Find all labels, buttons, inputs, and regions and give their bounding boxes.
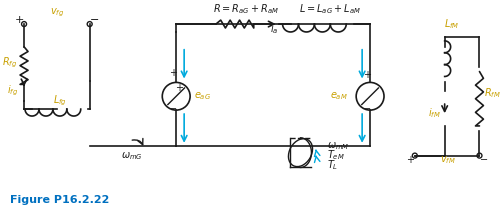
Text: −: − [363, 104, 371, 114]
Text: +: + [406, 155, 414, 164]
Text: $v_{fM}$: $v_{fM}$ [440, 155, 456, 166]
Text: +: + [169, 68, 177, 79]
Text: $i_{fM}$: $i_{fM}$ [429, 106, 441, 120]
Text: −: − [480, 155, 488, 164]
Text: $T_{eM}$: $T_{eM}$ [327, 148, 345, 162]
Text: $\omega_{mM}$: $\omega_{mM}$ [327, 141, 350, 152]
Text: $i_a$: $i_a$ [271, 22, 279, 36]
Text: −: − [169, 104, 177, 114]
Text: $i_{fg}$: $i_{fg}$ [7, 84, 18, 98]
Text: $T_L$: $T_L$ [327, 159, 339, 172]
Text: +: + [15, 15, 24, 25]
Text: $R_{fg}$: $R_{fg}$ [2, 56, 17, 70]
Text: $L = L_{aG} + L_{aM}$: $L = L_{aG} + L_{aM}$ [299, 2, 361, 16]
Text: +: + [175, 83, 183, 93]
Text: $R_{fM}$: $R_{fM}$ [484, 86, 501, 100]
Text: $R = R_{aG} + R_{aM}$: $R = R_{aG} + R_{aM}$ [213, 2, 279, 16]
Text: Figure P16.2.22: Figure P16.2.22 [10, 195, 110, 205]
Text: $e_{aM}$: $e_{aM}$ [330, 90, 348, 102]
Text: $v_{fg}$: $v_{fg}$ [50, 7, 64, 19]
Text: $L_{fg}$: $L_{fg}$ [53, 94, 67, 108]
Text: +: + [363, 71, 371, 80]
Text: −: − [90, 15, 99, 25]
Text: $\omega_{mG}$: $\omega_{mG}$ [121, 151, 142, 162]
Text: $e_{aG}$: $e_{aG}$ [194, 90, 211, 102]
Text: $L_{fM}$: $L_{fM}$ [444, 17, 459, 31]
